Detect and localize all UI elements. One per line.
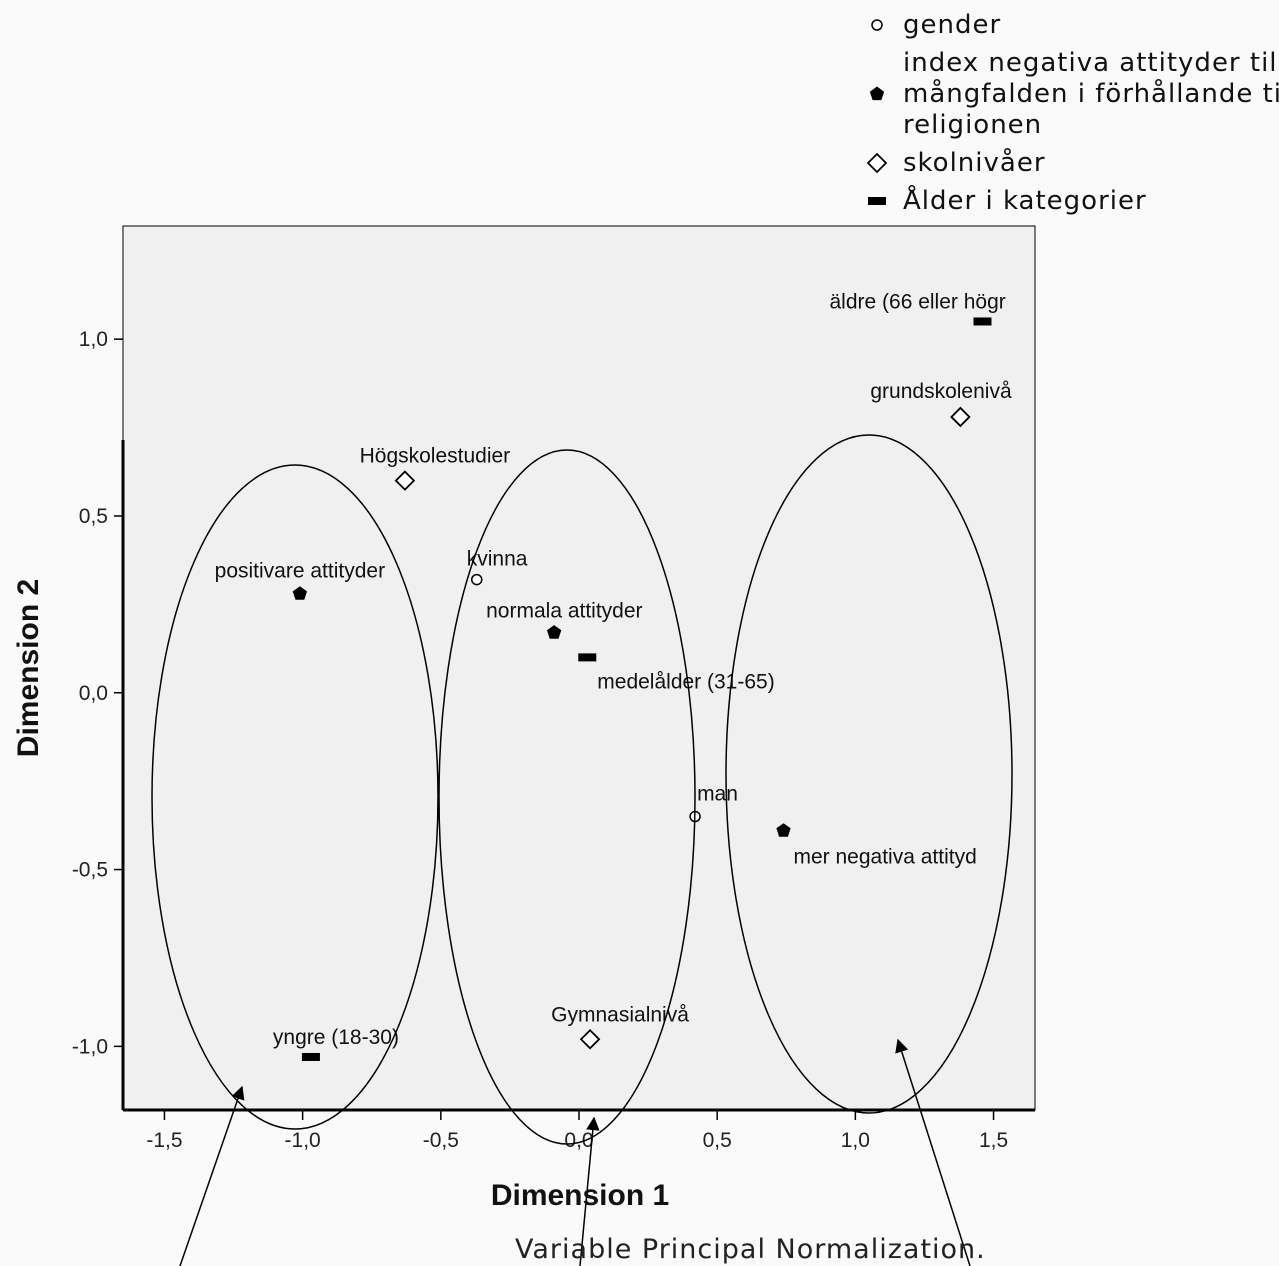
point-label-yngre-18-30: yngre (18-30) bbox=[273, 1026, 399, 1049]
legend-marker-index-negativa-attityder-till-mangfalden bbox=[869, 86, 885, 101]
point-medelalder-31-65 bbox=[578, 653, 597, 662]
point-labels: kvinna man positivare attityder normala att… bbox=[215, 290, 1012, 1048]
data-points bbox=[292, 317, 992, 1061]
point-yngre-18-30 bbox=[301, 1052, 320, 1061]
y-tick-label: -1,0 bbox=[72, 1035, 108, 1058]
point-gymnasialniva bbox=[579, 1029, 601, 1050]
axis-ticks: -1,5 -1,0 -0,5 0,0 0,5 1,0 1,5 -1,0 -0,5 0,0 0,5 1,… bbox=[72, 328, 1008, 1152]
point-aldre-66-eller-hogr bbox=[973, 317, 992, 326]
point-label-mer-negativa-attityd: mer negativa attityd bbox=[794, 846, 977, 869]
x-tick-label: 1,0 bbox=[841, 1129, 870, 1152]
cluster-ellipse-left bbox=[151, 464, 439, 1130]
legend-marker-gender bbox=[871, 19, 883, 31]
point-label-gymnasialniva: Gymnasialnivå bbox=[551, 1003, 689, 1026]
plot-area bbox=[122, 225, 1036, 1111]
x-tick-label: 0,5 bbox=[703, 1129, 732, 1152]
legend-label: gender bbox=[903, 10, 1001, 40]
legend-marker-skolnivaer bbox=[866, 152, 888, 174]
point-label-normala-attityder: normala attityder bbox=[486, 600, 642, 623]
arrow-middle bbox=[579, 1116, 600, 1266]
legend: gender index negativa attityder tillmångf… bbox=[866, 10, 1279, 216]
point-label-positivare-attityder: positivare attityder bbox=[215, 560, 385, 583]
point-hogskolestudier bbox=[394, 470, 416, 491]
x-tick-label: -1,0 bbox=[285, 1129, 321, 1152]
arrow-left bbox=[179, 1085, 245, 1266]
point-label-hogskolestudier: Högskolestudier bbox=[360, 445, 511, 468]
x-tick-label: -0,5 bbox=[423, 1129, 459, 1152]
cluster-annotations bbox=[151, 434, 1013, 1266]
cluster-ellipse-middle bbox=[438, 449, 696, 1145]
x-axis-title: Dimension 1 bbox=[491, 1179, 669, 1212]
point-kvinna bbox=[470, 573, 483, 586]
x-tick-label: 1,5 bbox=[979, 1129, 1008, 1152]
x-tick-label: 0,0 bbox=[564, 1129, 593, 1152]
legend-label: index negativa attityder till bbox=[903, 48, 1279, 78]
legend-label: mångfalden i förhållande till bbox=[903, 78, 1279, 109]
y-tick-label: -0,5 bbox=[72, 859, 108, 882]
x-tick-label: -1,5 bbox=[146, 1129, 182, 1152]
point-positivare-attityder bbox=[292, 586, 307, 600]
point-label-grundskoleniva: grundskolenivå bbox=[870, 380, 1012, 403]
y-tick-label: 1,0 bbox=[79, 328, 108, 351]
y-axis-title: Dimension 2 bbox=[12, 579, 45, 757]
point-mer-negativa-attityd bbox=[776, 823, 791, 837]
legend-label: Ålder i kategorier bbox=[903, 184, 1147, 216]
legend-label: skolnivåer bbox=[903, 147, 1046, 178]
legend-marker-alder-i-kategorier bbox=[868, 197, 886, 205]
arrow-right bbox=[895, 1038, 971, 1266]
y-tick-label: 0,5 bbox=[79, 505, 108, 528]
normalization-note: Variable Principal Normalization. bbox=[515, 1234, 986, 1265]
cluster-ellipse-right bbox=[725, 434, 1013, 1114]
y-tick-label: 0,0 bbox=[79, 682, 108, 705]
point-grundskoleniva bbox=[950, 406, 971, 428]
point-label-man: man bbox=[697, 783, 738, 806]
point-label-kvinna: kvinna bbox=[467, 548, 528, 571]
point-normala-attityder bbox=[547, 625, 562, 639]
point-label-aldre-66-eller-hogr: äldre (66 eller högr bbox=[829, 290, 1005, 313]
legend-label: religionen bbox=[903, 110, 1042, 140]
